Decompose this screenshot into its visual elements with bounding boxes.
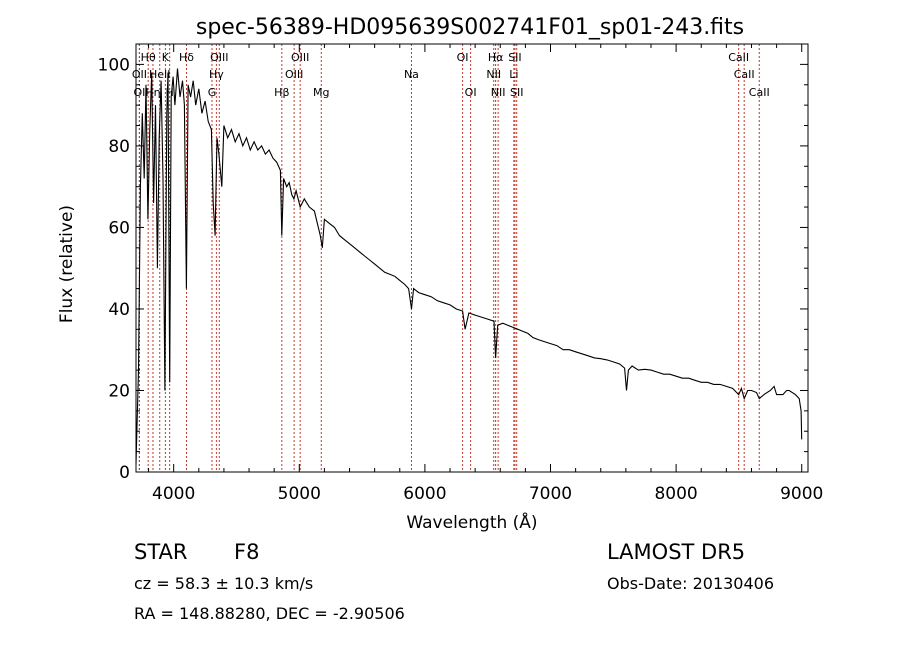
spectral-line-markers xyxy=(138,44,760,472)
y-tick-label-2: 40 xyxy=(108,300,130,320)
y-tick-label-4: 80 xyxy=(108,137,130,157)
y-tick-label-5: 100 xyxy=(98,55,130,75)
line-label-14: NII xyxy=(486,68,501,81)
x-axis-label: Wavelength (Å) xyxy=(406,511,537,533)
observation-date: Obs-Date: 20130406 xyxy=(607,574,775,593)
y-axis: 0 20 40 60 80 100 xyxy=(98,55,808,483)
line-label-6: Hα xyxy=(488,51,504,64)
y-tick-label-3: 60 xyxy=(108,218,130,238)
line-label-17: OI xyxy=(133,86,145,99)
object-class: STAR xyxy=(134,540,188,564)
line-label-23: OI xyxy=(465,86,477,99)
line-label-10: HeII xyxy=(149,68,171,81)
line-label-25: SII xyxy=(510,86,523,99)
y-axis-label: Flux (relative) xyxy=(57,205,77,323)
redshift-value: cz = 58.3 ± 10.3 km/s xyxy=(134,574,314,593)
coordinates: RA = 148.88280, DEC = -2.90506 xyxy=(134,604,405,623)
y-tick-label-1: 20 xyxy=(108,381,130,401)
line-label-5: OI xyxy=(457,51,469,64)
x-tick-label-3: 7000 xyxy=(529,484,572,504)
x-tick-label-4: 8000 xyxy=(654,484,697,504)
spectral-subclass: F8 xyxy=(234,540,260,564)
plot-frame xyxy=(135,43,809,473)
line-label-12: OIII xyxy=(285,68,303,81)
line-label-21: Hβ xyxy=(274,86,289,99)
line-label-16: CaII xyxy=(734,68,755,81)
line-label-1: K xyxy=(162,51,170,64)
line-label-11: Hγ xyxy=(209,68,224,81)
x-tick-label-5: 9000 xyxy=(780,484,823,504)
line-label-7: SII xyxy=(508,51,521,64)
line-label-20: G xyxy=(208,86,217,99)
line-label-19: H xyxy=(166,86,174,99)
line-label-18: Hη xyxy=(145,86,160,99)
x-tick-label-1: 5000 xyxy=(278,484,321,504)
line-label-15: Li xyxy=(509,68,518,81)
line-label-26: CaII xyxy=(749,86,770,99)
spectrum-line xyxy=(135,68,803,464)
line-label-13: Na xyxy=(404,68,419,81)
line-label-0: Hθ xyxy=(141,51,156,64)
line-label-24: NII xyxy=(491,86,506,99)
line-label-2: Hδ xyxy=(179,51,194,64)
y-tick-label-0: 0 xyxy=(119,463,130,483)
line-label-22: Mg xyxy=(313,86,329,99)
line-label-9: OII xyxy=(132,68,147,81)
chart-title: spec-56389-HD095639S002741F01_sp01-243.f… xyxy=(196,15,744,40)
x-axis: 4000 5000 6000 7000 8000 9000 xyxy=(148,44,823,504)
line-label-3: OIII xyxy=(210,51,228,64)
spectral-line-labels: Hθ K Hδ OIII OIII OI Hα SII CaII OII HeII Hγ OIII Na N… xyxy=(132,51,770,99)
x-tick-label-0: 4000 xyxy=(152,484,195,504)
line-label-8: CaII xyxy=(728,51,749,64)
line-label-4: OIII xyxy=(291,51,309,64)
survey-name: LAMOST DR5 xyxy=(607,540,746,564)
x-tick-label-2: 6000 xyxy=(403,484,446,504)
